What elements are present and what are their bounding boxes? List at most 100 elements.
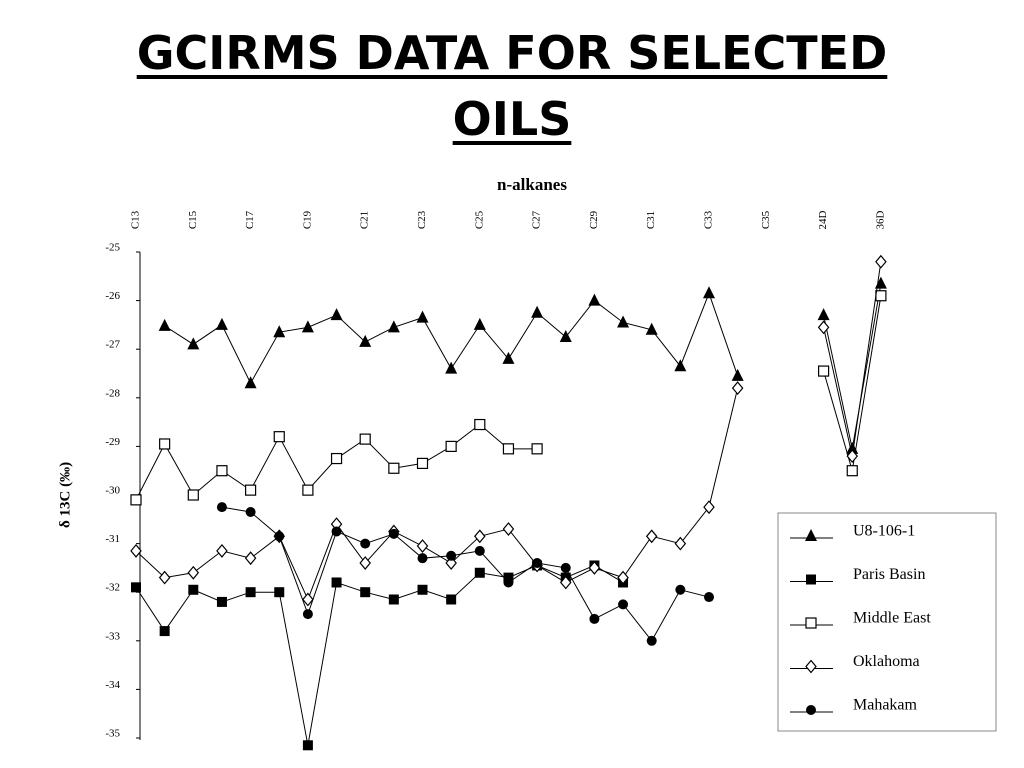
point [618, 599, 629, 610]
point [559, 575, 572, 590]
point [245, 484, 257, 496]
point [274, 531, 285, 542]
y-tick-label: -28 [105, 387, 120, 399]
point [330, 452, 343, 465]
x-tick-label: 36D [874, 210, 886, 229]
point [187, 565, 200, 580]
legend-label: Paris Basin [853, 566, 925, 583]
x-tick-label: 24D [817, 210, 829, 229]
point [302, 609, 313, 620]
point [675, 584, 686, 595]
point [273, 325, 286, 338]
series-line [221, 506, 710, 642]
series-line [135, 564, 624, 746]
legend-label: Oklahoma [853, 653, 920, 670]
point [302, 484, 314, 496]
point [388, 462, 400, 474]
point [473, 317, 486, 330]
y-tick-label: -27 [105, 339, 120, 351]
point [301, 320, 314, 333]
point [359, 556, 371, 570]
point [875, 290, 887, 302]
point [359, 334, 372, 347]
point [302, 592, 314, 607]
x-tick-label: C31 [645, 211, 657, 229]
point [416, 310, 429, 323]
point [559, 330, 572, 343]
y-axis-label: δ 13C (‰) [57, 462, 73, 528]
legend-label: U8-106-1 [853, 523, 915, 540]
x-tick-label: C13 [130, 210, 142, 229]
point [360, 538, 371, 549]
point [531, 305, 544, 318]
point [416, 539, 429, 553]
point [302, 740, 313, 751]
point [703, 500, 715, 515]
point [359, 433, 371, 445]
series-line [164, 283, 882, 449]
point [474, 529, 486, 544]
point [874, 276, 887, 289]
legend-marker [805, 617, 817, 629]
x-tick-label: C33 [703, 210, 715, 229]
point [474, 418, 486, 431]
legend-marker [805, 659, 817, 674]
point [674, 536, 687, 551]
point [502, 443, 515, 455]
point [158, 570, 171, 585]
point [388, 528, 399, 539]
point [158, 318, 171, 331]
point [245, 587, 256, 598]
point [417, 584, 428, 595]
point [188, 584, 199, 595]
y-tick-label: -33 [105, 630, 120, 642]
x-tick-label: C29 [588, 210, 600, 229]
y-tick-label: -25 [105, 242, 120, 254]
point [446, 550, 457, 561]
point [130, 543, 142, 558]
point [617, 315, 630, 328]
point [588, 293, 601, 306]
point [846, 449, 859, 464]
point [474, 567, 485, 578]
point [216, 465, 228, 477]
x-tick-label: C35 [760, 210, 772, 229]
point [474, 545, 485, 556]
legend-label: Middle East [853, 610, 931, 627]
point [216, 502, 227, 513]
point [674, 359, 687, 372]
point [360, 587, 371, 598]
legend-label: Mahakam [853, 697, 918, 714]
point [388, 594, 399, 605]
point [645, 322, 658, 335]
point [846, 465, 858, 477]
point [532, 558, 543, 569]
legend-box [777, 512, 997, 732]
y-tick-label: -29 [105, 436, 120, 448]
chart-subtitle: n-alkanes [497, 175, 567, 194]
x-tick-label: C23 [416, 210, 428, 229]
y-tick-label: -30 [105, 485, 120, 497]
point [215, 317, 228, 330]
point [387, 320, 400, 333]
point [817, 308, 830, 321]
point [503, 577, 514, 588]
point [646, 635, 657, 646]
point [331, 577, 342, 588]
point [216, 596, 227, 607]
point [875, 254, 887, 269]
chart-title: GCIRMS DATA FOR SELECTED OILS [136, 26, 888, 146]
point [560, 562, 571, 573]
point [331, 526, 342, 537]
point [273, 431, 285, 443]
legend-marker [806, 705, 816, 715]
series-line [135, 295, 882, 501]
point [187, 489, 199, 501]
point [445, 440, 457, 452]
point [446, 594, 457, 605]
point [817, 320, 830, 335]
point [589, 613, 600, 624]
point [274, 587, 285, 598]
